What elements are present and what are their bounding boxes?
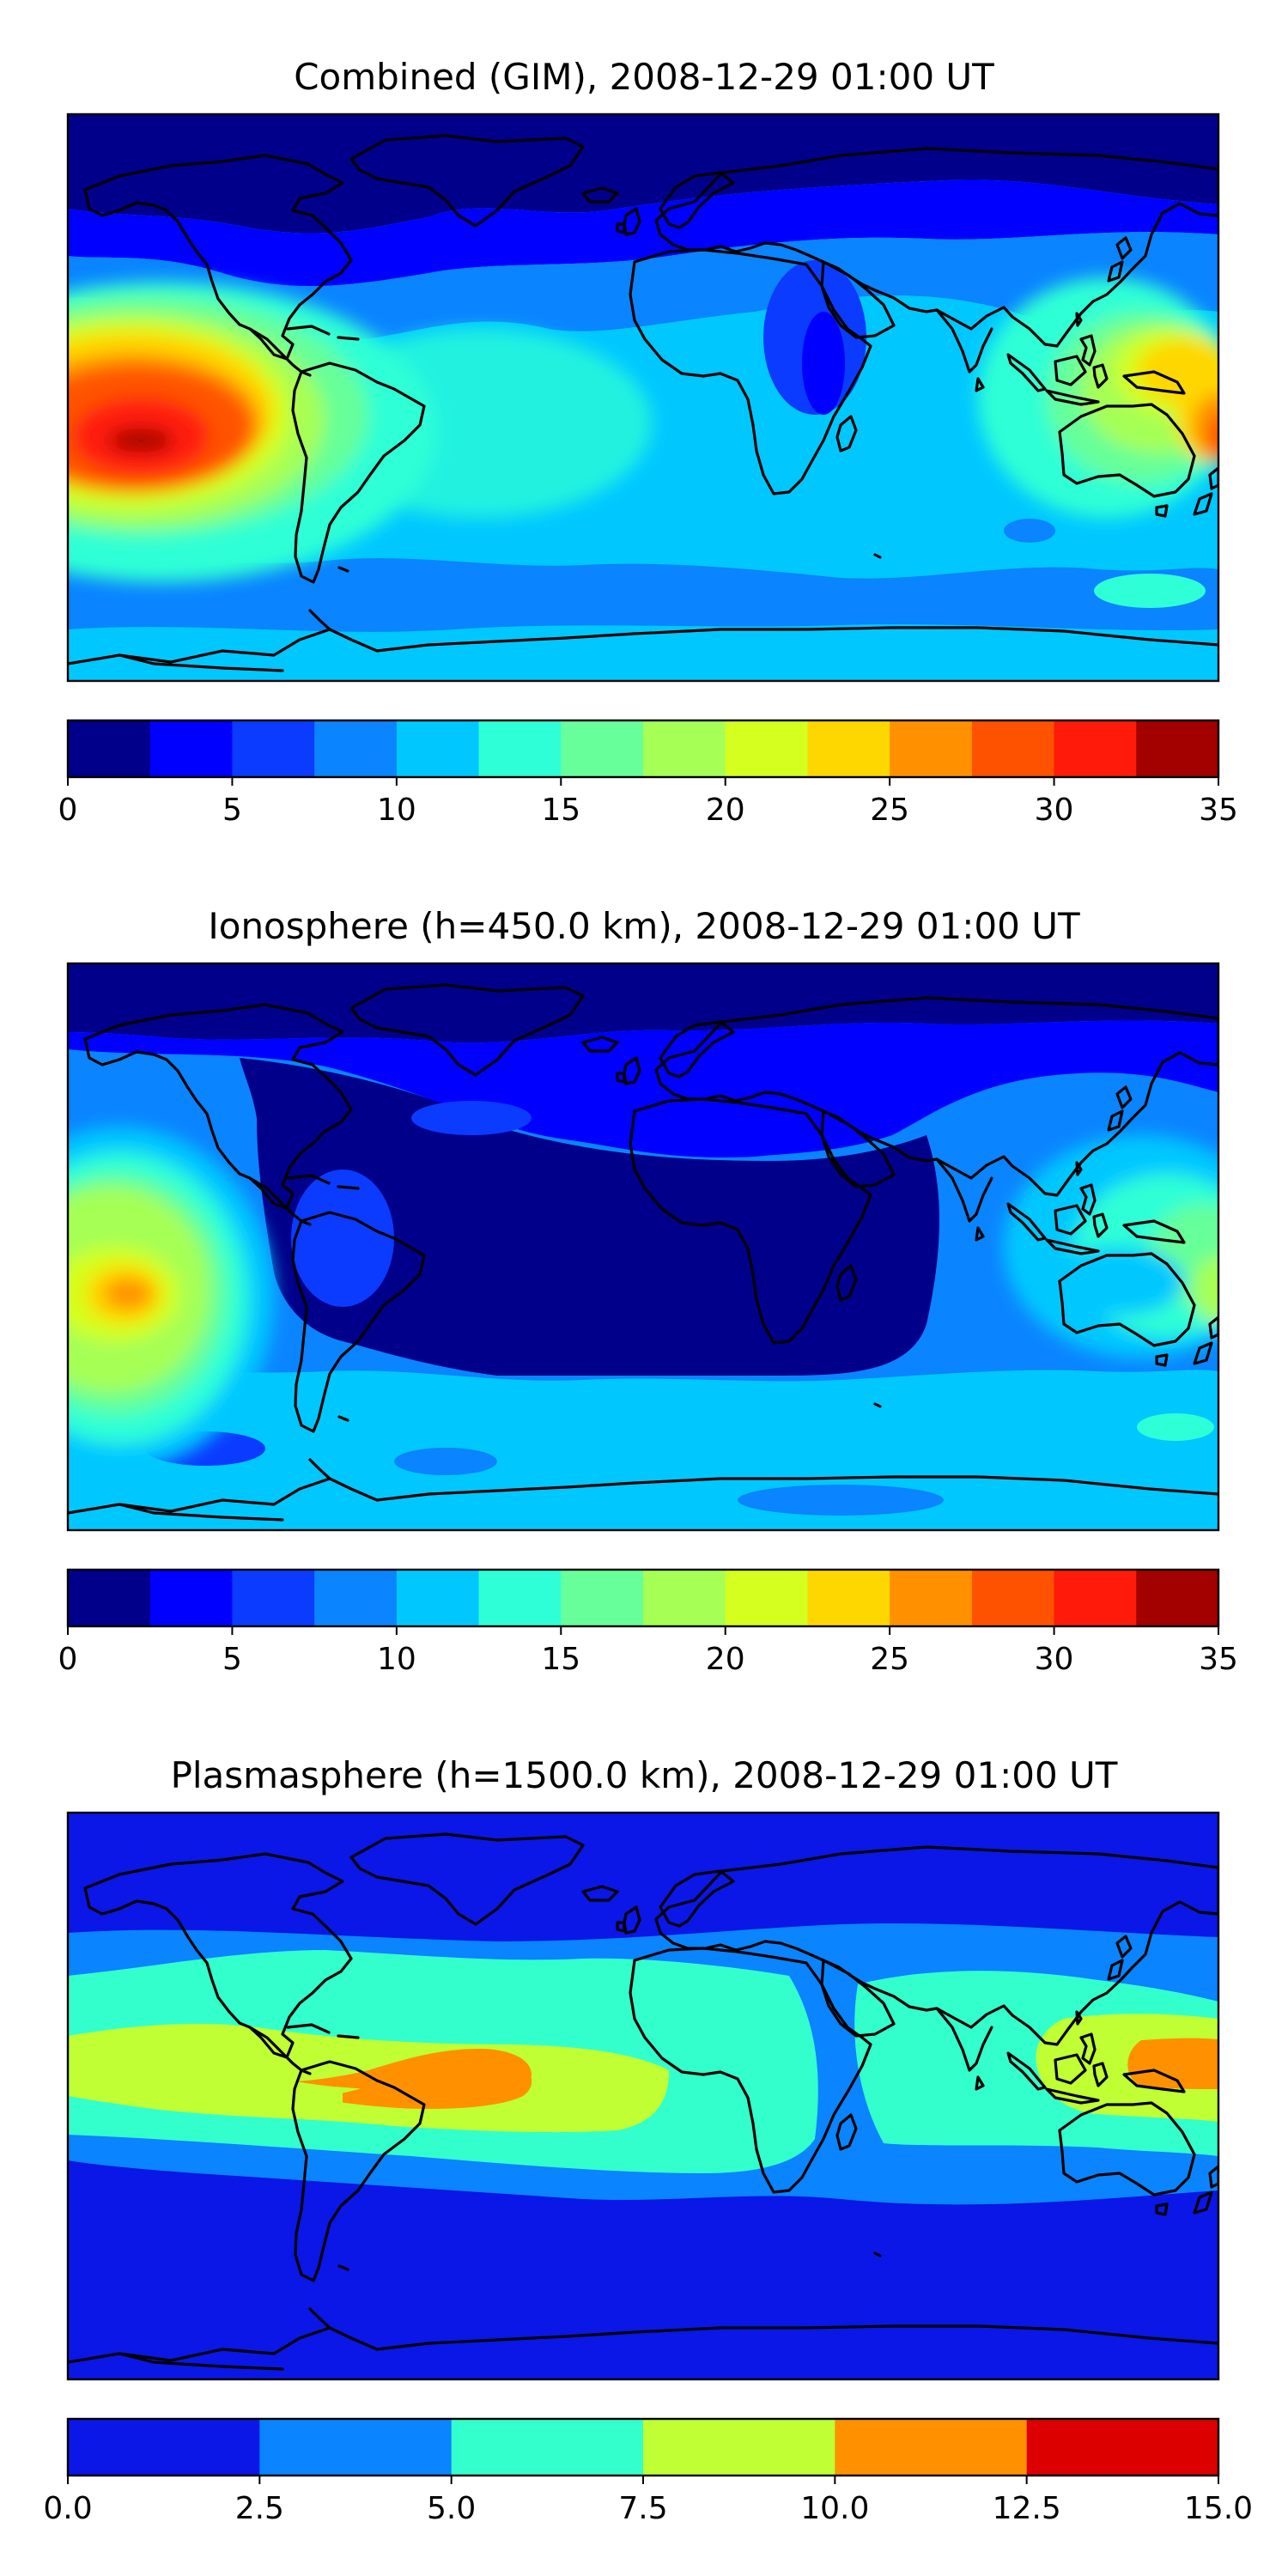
colorbar-tick-label: 2.5 xyxy=(235,2491,284,2526)
colorbar-segment xyxy=(971,720,1055,777)
colorbar-segment xyxy=(478,1570,562,1626)
colorbar-segment xyxy=(396,1570,480,1626)
colorbar-tick-label: 15 xyxy=(541,1642,580,1677)
colorbar-segment xyxy=(643,2419,835,2476)
colorbar-tick-label: 0 xyxy=(58,793,78,828)
colorbar-tick-label: 10.0 xyxy=(800,2491,869,2526)
colorbar-segment xyxy=(643,720,726,777)
colorbar-segment xyxy=(890,720,973,777)
colorbar-plasmasphere: 0.0 2.5 5.0 7.5 10.0 12.5 15.0 xyxy=(43,2417,1253,2526)
colorbar-segment xyxy=(561,1570,644,1626)
colorbar-segment xyxy=(68,2419,260,2476)
tec-field-plasmasphere xyxy=(68,1813,1218,2379)
tec-field-ionosphere xyxy=(0,963,1279,1530)
colorbar-tick-label: 20 xyxy=(706,793,745,828)
colorbar-segment xyxy=(561,720,644,777)
colorbar-tick-label: 12.5 xyxy=(993,2491,1061,2526)
panel-title-ionosphere: Ionosphere (h=450.0 km), 2008-12-29 01:0… xyxy=(208,905,1080,947)
panel-title-combined: Combined (GIM), 2008-12-29 01:00 UT xyxy=(294,56,994,98)
colorbar-combined: 0 5 10 15 20 25 30 35 xyxy=(58,719,1238,828)
colorbar-segment xyxy=(835,2419,1028,2476)
colorbar-tick-label: 7.5 xyxy=(618,2491,667,2526)
colorbar-segment xyxy=(1054,1570,1137,1626)
colorbar-tick-label: 5 xyxy=(222,1642,242,1677)
colorbar-tick-label: 25 xyxy=(870,793,909,828)
colorbar-segment xyxy=(971,1570,1055,1626)
colorbar-segment xyxy=(643,1570,726,1626)
colorbar-tick-label: 35 xyxy=(1199,1642,1238,1677)
colorbar-tick-label: 30 xyxy=(1035,793,1074,828)
colorbar-segment xyxy=(890,1570,973,1626)
map-combined xyxy=(0,112,1244,683)
colorbar-tick-label: 0 xyxy=(58,1642,78,1677)
colorbar-frame xyxy=(66,1568,1220,1628)
map-frame-ionosphere xyxy=(66,962,1220,1532)
colorbar-segment xyxy=(149,1570,234,1626)
colorbar-segment xyxy=(68,1570,151,1626)
colorbar-segment xyxy=(259,2419,453,2476)
colorbar-segment xyxy=(232,720,315,777)
colorbar-tick-label: 25 xyxy=(870,1642,909,1677)
colorbar-frame xyxy=(66,719,1220,779)
map-frame-combined xyxy=(66,112,1220,683)
colorbar-segment xyxy=(451,2419,644,2476)
colorbar-segment xyxy=(725,720,809,777)
colorbar-tick-label: 15 xyxy=(541,793,580,828)
colorbar-segment xyxy=(807,720,890,777)
colorbar-segment xyxy=(232,1570,315,1626)
colorbar-segment xyxy=(478,720,562,777)
colorbar-segment xyxy=(149,720,234,777)
colorbar-tick-label: 15.0 xyxy=(1184,2491,1253,2526)
colorbar-segment xyxy=(68,720,151,777)
colorbar-tick-label: 10 xyxy=(377,793,416,828)
colorbar-tick-label: 20 xyxy=(706,1642,745,1677)
colorbar-segment xyxy=(1054,720,1137,777)
map-plasmasphere xyxy=(66,1811,1220,2381)
colorbar-tick-label: 10 xyxy=(377,1642,416,1677)
colorbar-segment xyxy=(314,720,398,777)
colorbar-tick-label: 30 xyxy=(1035,1642,1074,1677)
colorbar-ionosphere: 0 5 10 15 20 25 30 35 xyxy=(58,1568,1238,1677)
colorbar-segment xyxy=(1136,1570,1219,1626)
map-frame-plasmasphere xyxy=(66,1811,1220,2381)
tec-field-combined xyxy=(0,114,1244,681)
colorbar-tick-label: 35 xyxy=(1199,793,1238,828)
colorbar-tick-label: 5 xyxy=(222,793,242,828)
colorbar-segment xyxy=(1136,720,1219,777)
colorbar-tick-label: 0.0 xyxy=(43,2491,92,2526)
colorbar-segment xyxy=(314,1570,398,1626)
colorbar-segment xyxy=(396,720,480,777)
colorbar-segment xyxy=(1026,2419,1219,2476)
map-ionosphere xyxy=(0,962,1279,1532)
colorbar-segment xyxy=(725,1570,809,1626)
colorbar-segment xyxy=(807,1570,890,1626)
panel-title-plasmasphere: Plasmasphere (h=1500.0 km), 2008-12-29 0… xyxy=(171,1754,1118,1796)
colorbar-tick-label: 5.0 xyxy=(427,2491,476,2526)
